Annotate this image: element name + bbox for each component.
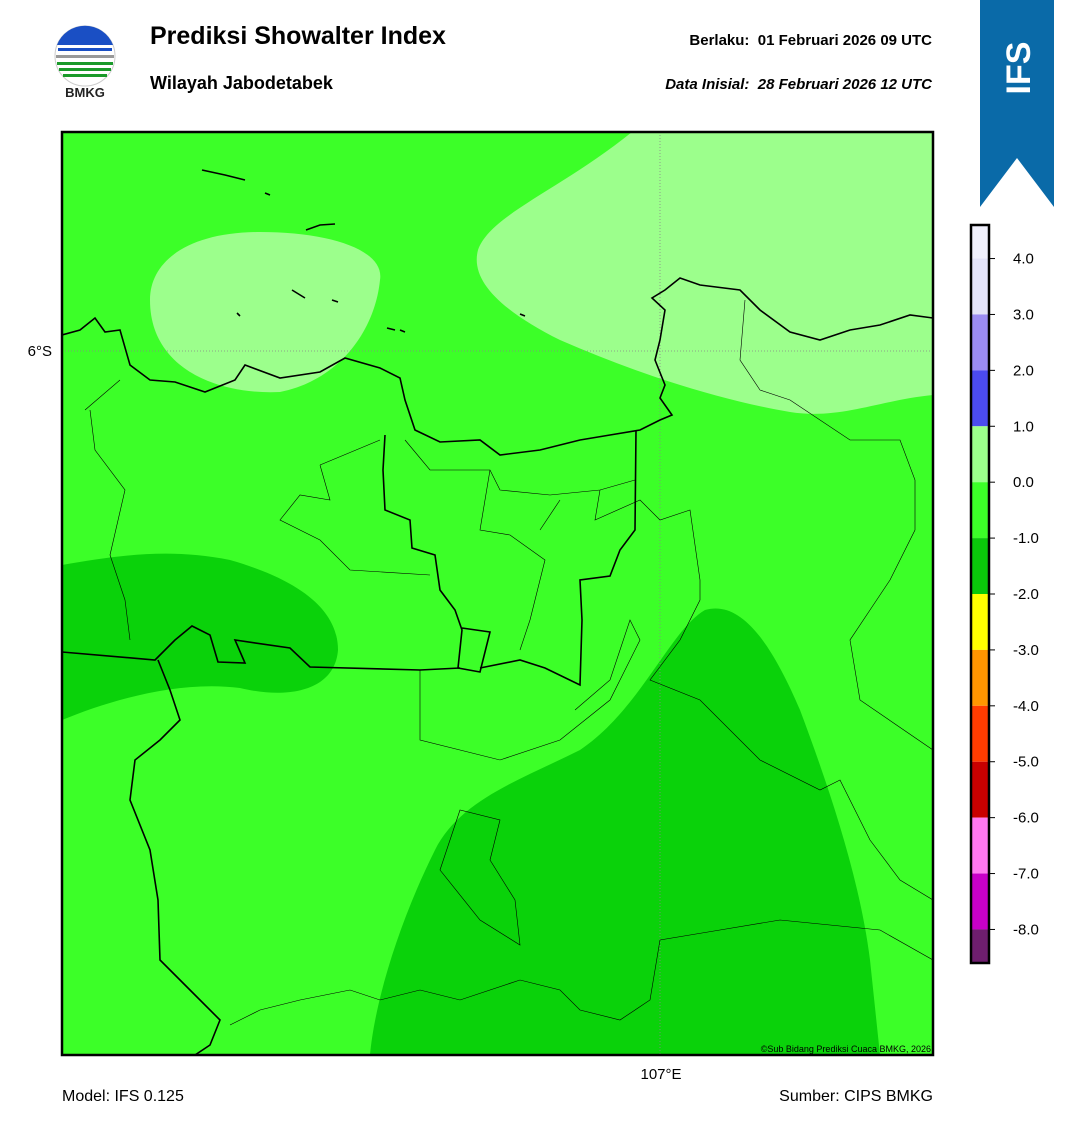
colorbar-segment — [971, 370, 989, 427]
colorbar-segment — [971, 929, 989, 963]
colorbar-tick-label: -4.0 — [1013, 698, 1039, 715]
colorbar-tick-label: -3.0 — [1013, 642, 1039, 659]
subtitle: Wilayah Jabodetabek — [150, 73, 334, 93]
colorbar-segment — [971, 538, 989, 594]
logo-text: BMKG — [65, 85, 105, 100]
map — [62, 132, 933, 1055]
colorbar-segment — [971, 873, 989, 930]
logo: BMKG — [54, 25, 116, 100]
model: Model: IFS 0.125 — [62, 1088, 184, 1105]
source: Sumber: CIPS BMKG — [779, 1088, 933, 1105]
colorbar-tick-label: -8.0 — [1013, 921, 1039, 938]
init-time: Data Inisial: 28 Februari 2026 12 UTC — [665, 76, 933, 93]
colorbar-segment — [971, 225, 989, 259]
colorbar-segment — [971, 649, 989, 706]
title: Prediksi Showalter Index — [150, 22, 446, 50]
colorbar-segment — [971, 761, 989, 818]
colorbar-segment — [971, 482, 989, 539]
colorbar-tick-label: 4.0 — [1013, 251, 1034, 268]
colorbar-segment — [971, 705, 989, 762]
lon-label: 107°E — [640, 1066, 681, 1083]
colorbar-segment — [971, 258, 989, 315]
colorbar-tick-label: 3.0 — [1013, 306, 1034, 323]
colorbar-segment — [971, 594, 989, 650]
colorbar-segment — [971, 817, 989, 874]
colorbar-segment — [971, 426, 989, 483]
colorbar-tick-label: -2.0 — [1013, 586, 1039, 603]
banner-text: IFS — [1000, 42, 1038, 95]
banner — [980, 0, 1054, 207]
colorbar-tick-label: -5.0 — [1013, 754, 1039, 771]
colorbar: 4.0 3.0 2.0 1.0 0.0 -1.0 -2.0 -3.0 -4.0 -5.0 -6.0 -… — [969, 223, 1039, 965]
valid-time: Berlaku: 01 Februari 2026 09 UTC — [689, 32, 932, 49]
colorbar-tick-label: -6.0 — [1013, 810, 1039, 827]
colorbar-segment — [971, 314, 989, 371]
copyright: ©Sub Bidang Prediksi Cuaca BMKG, 2026 — [761, 1044, 931, 1054]
lat-label: 6°S — [28, 343, 52, 360]
map-frame — [60, 130, 935, 1057]
colorbar-tick-label: 1.0 — [1013, 418, 1034, 435]
colorbar-tick-label: -7.0 — [1013, 866, 1039, 883]
colorbar-tick-label: 2.0 — [1013, 362, 1034, 379]
colorbar-tick-label: 0.0 — [1013, 474, 1034, 491]
colorbar-tick-label: -1.0 — [1013, 530, 1039, 547]
